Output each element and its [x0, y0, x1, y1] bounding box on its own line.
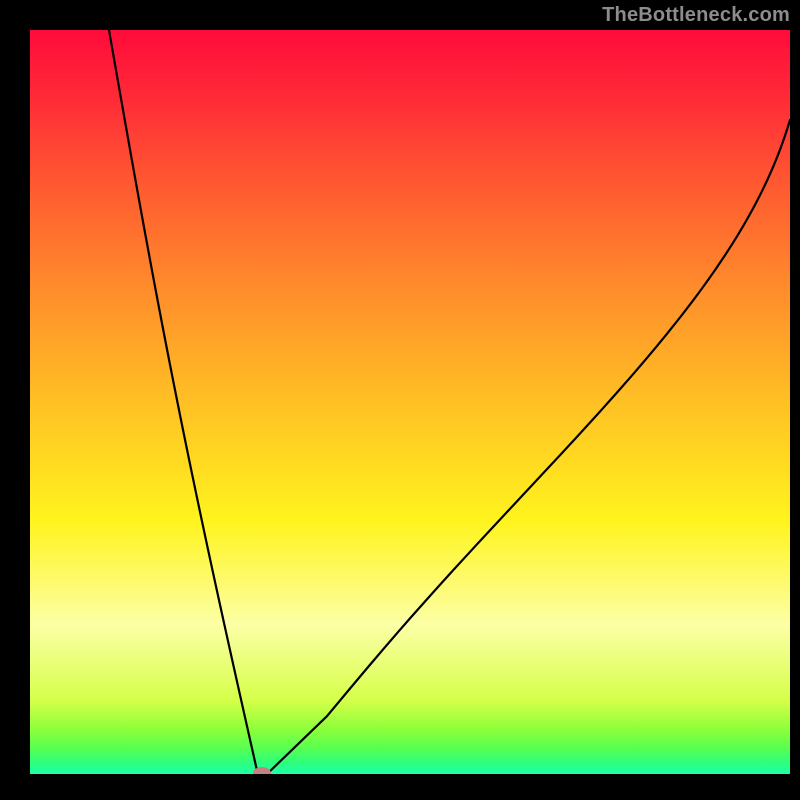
plot-area — [30, 30, 790, 774]
watermark-text: TheBottleneck.com — [602, 4, 790, 27]
chart-svg — [0, 0, 800, 800]
chart-stage: TheBottleneck.com — [0, 0, 800, 800]
